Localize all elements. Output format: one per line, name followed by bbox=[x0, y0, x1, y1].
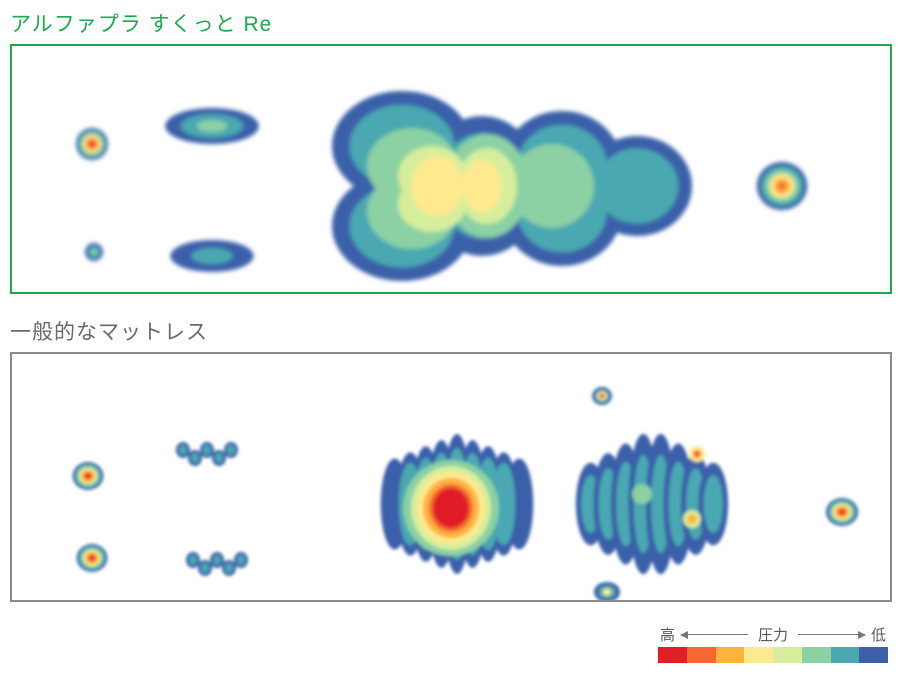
legend-high-label: 高 bbox=[660, 624, 675, 645]
legend-colorbar bbox=[658, 647, 888, 663]
legend-arrow-right-icon bbox=[798, 634, 865, 635]
legend-center-label: 圧力 bbox=[754, 624, 792, 645]
panel2-heatmap bbox=[12, 354, 890, 600]
panel2-frame bbox=[10, 352, 892, 602]
pressure-legend: 高 圧力 低 bbox=[658, 624, 888, 663]
panel2-title: 一般的なマットレス bbox=[10, 316, 894, 346]
legend-arrow-left-icon bbox=[681, 634, 748, 635]
legend-low-label: 低 bbox=[871, 624, 886, 645]
panel1-frame bbox=[10, 44, 892, 294]
legend-labels: 高 圧力 低 bbox=[658, 624, 888, 647]
panel1-title: アルファプラ すくっと Re bbox=[10, 8, 894, 38]
panel1-heatmap bbox=[12, 46, 890, 292]
